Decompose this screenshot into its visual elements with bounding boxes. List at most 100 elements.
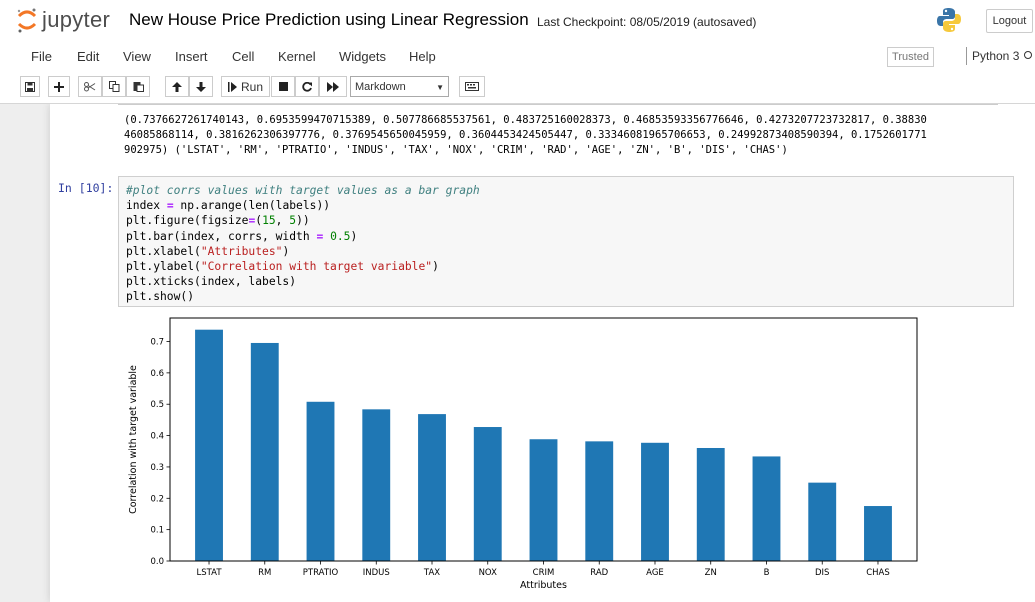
menu-help[interactable]: Help xyxy=(409,49,436,64)
x-tick-label: INDUS xyxy=(363,568,390,578)
x-tick-label: ZN xyxy=(705,568,717,578)
x-tick-label: TAX xyxy=(423,568,440,578)
bar-rm xyxy=(250,342,279,561)
save-button[interactable] xyxy=(20,76,40,97)
bar-ptratio xyxy=(306,401,335,561)
notebook-header: jupyter New House Price Prediction using… xyxy=(0,0,1035,104)
x-axis-label: Attributes xyxy=(520,580,567,591)
x-tick-label: B xyxy=(764,568,770,578)
run-button[interactable]: Run xyxy=(221,76,270,97)
copy-button[interactable] xyxy=(102,76,126,97)
menu-widgets[interactable]: Widgets xyxy=(339,49,386,64)
x-tick-label: CHAS xyxy=(866,568,890,578)
code-editor[interactable]: #plot corrs values with target values as… xyxy=(126,183,480,305)
bar-lstat xyxy=(195,329,223,561)
code-line: plt.figure(figsize=(15, 5)) xyxy=(126,214,310,228)
bar-indus xyxy=(362,409,391,561)
chart-bars xyxy=(195,329,892,561)
bar-age xyxy=(641,442,669,561)
previous-cell-edge xyxy=(118,104,998,105)
jupyter-logo[interactable]: jupyter xyxy=(16,6,110,34)
bar-chart: 0.0 0.1 0.2 0.3 0.4 0.5 0.6 0.7 LSTAT RM PTRATIO I… xyxy=(128,317,918,591)
cell-type-select[interactable]: Markdown ▼ xyxy=(350,76,449,97)
arrow-up-icon xyxy=(172,81,182,92)
y-tick-label: 0.3 xyxy=(150,463,164,473)
x-axis-ticks: LSTAT RM PTRATIO INDUS TAX NOX CRIM RAD AGE ZN B DI… xyxy=(197,561,890,578)
menu-file[interactable]: File xyxy=(31,49,52,64)
move-up-button[interactable] xyxy=(165,76,189,97)
x-tick-label: RAD xyxy=(590,568,608,578)
menu-kernel[interactable]: Kernel xyxy=(278,49,316,64)
y-tick-label: 0.6 xyxy=(150,369,164,379)
bar-b xyxy=(752,456,781,561)
paste-icon xyxy=(133,82,144,92)
chevron-down-icon: ▼ xyxy=(436,83,444,92)
move-down-button[interactable] xyxy=(189,76,213,97)
menu-insert[interactable]: Insert xyxy=(175,49,208,64)
x-tick-label: AGE xyxy=(646,568,664,578)
x-tick-label: NOX xyxy=(479,568,498,578)
bar-tax xyxy=(418,414,446,561)
code-line: index = np.arange(len(labels)) xyxy=(126,199,331,213)
kernel-name[interactable]: Python 3 xyxy=(972,49,1020,63)
notebook-container[interactable]: (0.7376627261740143, 0.6953599470715389,… xyxy=(0,104,1035,602)
x-tick-label: DIS xyxy=(815,568,829,578)
code-line: plt.bar(index, corrs, width = 0.5) xyxy=(126,229,358,243)
output-line: 46085868114, 0.3816262306397776, 0.37695… xyxy=(124,129,927,142)
insert-cell-button[interactable] xyxy=(48,76,70,97)
x-tick-label: CRIM xyxy=(533,568,555,578)
keyboard-icon xyxy=(465,82,479,91)
output-line: (0.7376627261740143, 0.6953599470715389,… xyxy=(124,114,927,126)
step-forward-icon xyxy=(227,81,237,92)
bar-chas xyxy=(864,506,892,561)
interrupt-button[interactable] xyxy=(271,76,295,97)
input-prompt: In [10]: xyxy=(58,181,114,195)
cut-button[interactable] xyxy=(78,76,102,97)
y-tick-label: 0.2 xyxy=(150,494,164,504)
logout-button[interactable]: Logout xyxy=(986,9,1033,33)
code-line: plt.ylabel("Correlation with target vari… xyxy=(126,260,439,274)
bar-dis xyxy=(808,482,837,561)
code-line: plt.show() xyxy=(126,290,195,304)
paste-button[interactable] xyxy=(126,76,150,97)
bar-zn xyxy=(696,447,725,561)
jupyter-logo-icon xyxy=(17,8,37,33)
output-line: 902975) ('LSTAT', 'RM', 'PTRATIO', 'INDU… xyxy=(124,144,788,157)
restart-button[interactable] xyxy=(295,76,319,97)
run-label: Run xyxy=(240,79,263,94)
menu-view[interactable]: View xyxy=(123,49,151,64)
menu-cell[interactable]: Cell xyxy=(232,49,255,64)
autosave-status: (autosaved) xyxy=(693,15,757,29)
previous-cell-output: (0.7376627261740143, 0.6953599470715389,… xyxy=(124,113,927,159)
cut-icon xyxy=(84,81,96,91)
save-icon xyxy=(25,81,35,92)
restart-icon xyxy=(302,81,312,92)
code-line: plt.xlabel("Attributes") xyxy=(126,244,290,258)
arrow-down-icon xyxy=(196,81,206,92)
x-tick-label: PTRATIO xyxy=(303,568,339,578)
notebook-name[interactable]: New House Price Prediction using Linear … xyxy=(129,10,529,29)
plus-icon xyxy=(54,81,64,92)
code-cell-input[interactable]: #plot corrs values with target values as… xyxy=(118,176,1014,307)
bar-nox xyxy=(473,427,502,561)
x-tick-label: LSTAT xyxy=(197,568,223,578)
command-palette-button[interactable] xyxy=(459,76,485,97)
menu-bar: File Edit View Insert Cell Kernel Widget… xyxy=(0,44,1035,70)
cell-type-value: Markdown xyxy=(355,80,406,93)
title-bar: jupyter New House Price Prediction using… xyxy=(0,0,1035,40)
restart-run-all-button[interactable] xyxy=(319,76,347,97)
menu-edit[interactable]: Edit xyxy=(77,49,100,64)
jupyter-logo-text: jupyter xyxy=(42,7,111,32)
y-tick-label: 0.4 xyxy=(150,432,164,442)
toolbar: Run Markdown ▼ xyxy=(0,75,1035,99)
y-tick-label: 0.0 xyxy=(150,557,164,567)
y-axis-label: Correlation with target variable xyxy=(128,365,139,514)
last-checkpoint: Last Checkpoint: 08/05/2019 xyxy=(537,15,690,29)
trusted-indicator[interactable]: Trusted xyxy=(887,47,934,67)
code-line: plt.xticks(index, labels) xyxy=(126,275,297,289)
fast-forward-icon xyxy=(327,81,339,92)
kernel-separator xyxy=(966,47,967,65)
copy-icon xyxy=(108,81,119,92)
stop-icon xyxy=(278,82,288,91)
y-axis-ticks: 0.0 0.1 0.2 0.3 0.4 0.5 0.6 0.7 xyxy=(150,338,170,567)
